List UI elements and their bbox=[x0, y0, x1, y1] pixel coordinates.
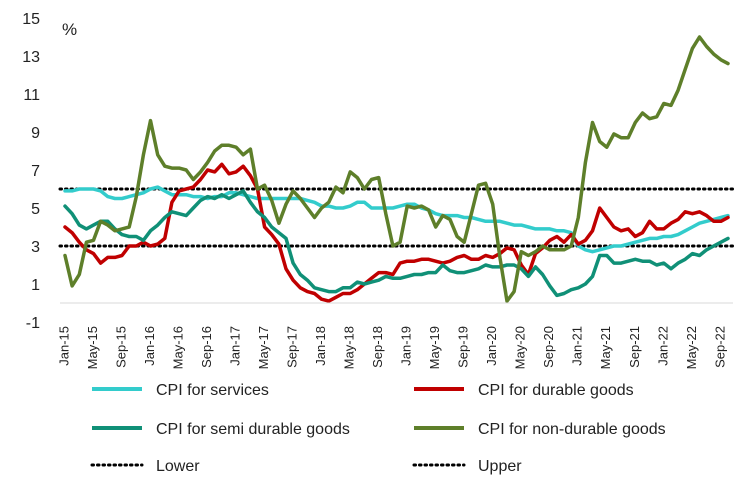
x-tick-label: Jan-18 bbox=[313, 326, 328, 366]
y-tick-label: 1 bbox=[31, 277, 40, 294]
legend-label: Upper bbox=[478, 458, 522, 475]
x-tick-label: May-16 bbox=[171, 326, 186, 369]
series-line-cpi-for-semi-durable-goods bbox=[63, 189, 730, 298]
y-tick-label: 3 bbox=[31, 239, 40, 256]
series-line-cpi-for-durable-goods bbox=[63, 162, 730, 303]
y-tick-label: 13 bbox=[22, 49, 40, 66]
legend-label: CPI for non-durable goods bbox=[478, 421, 666, 438]
series-lines bbox=[63, 35, 730, 303]
x-tick-label: Jan-22 bbox=[655, 326, 670, 366]
y-unit-label: % bbox=[62, 20, 77, 39]
series-line-cpi-for-non-durable-goods bbox=[63, 35, 730, 303]
x-axis-tick-labels: Jan-15 May-15 Sep-15 Jan-16 May-16 Sep-16 Jan-… bbox=[56, 326, 727, 369]
reference-lines bbox=[58, 187, 735, 248]
legend-item: Upper bbox=[412, 458, 522, 475]
x-tick-label: Jan-17 bbox=[228, 326, 243, 366]
y-tick-label: 11 bbox=[23, 87, 40, 104]
x-tick-label: Sep-21 bbox=[627, 326, 642, 368]
legend: CPI for services CPI for durable goods CPI… bbox=[90, 382, 666, 475]
legend-label: Lower bbox=[156, 458, 200, 475]
x-tick-label: Jan-19 bbox=[399, 326, 414, 366]
x-tick-label: May-20 bbox=[513, 326, 528, 369]
y-tick-label: 15 bbox=[22, 11, 40, 28]
x-tick-label: Sep-20 bbox=[541, 326, 556, 368]
x-tick-label: May-19 bbox=[427, 326, 442, 369]
legend-label: CPI for durable goods bbox=[478, 382, 634, 399]
y-tick-label: 5 bbox=[31, 201, 40, 218]
legend-label: CPI for semi durable goods bbox=[156, 421, 350, 438]
legend-label: CPI for services bbox=[156, 382, 269, 399]
x-tick-label: May-21 bbox=[598, 326, 613, 369]
x-tick-label: Sep-19 bbox=[456, 326, 471, 368]
x-tick-label: Sep-18 bbox=[370, 326, 385, 368]
x-tick-label: May-17 bbox=[256, 326, 271, 369]
legend-item: CPI for services bbox=[92, 382, 269, 399]
x-tick-label: May-18 bbox=[342, 326, 357, 369]
x-tick-label: Sep-22 bbox=[712, 326, 727, 368]
x-tick-label: May-22 bbox=[684, 326, 699, 369]
x-tick-label: Jan-21 bbox=[570, 326, 585, 366]
legend-item: CPI for semi durable goods bbox=[92, 421, 350, 438]
legend-item: CPI for non-durable goods bbox=[414, 421, 666, 438]
y-tick-label: 7 bbox=[31, 163, 40, 180]
x-tick-label: Sep-17 bbox=[285, 326, 300, 368]
x-tick-label: Sep-15 bbox=[113, 326, 128, 368]
x-tick-label: Sep-16 bbox=[199, 326, 214, 368]
y-tick-label: 9 bbox=[31, 125, 40, 142]
x-tick-label: May-15 bbox=[85, 326, 100, 369]
y-tick-label: -1 bbox=[26, 315, 40, 332]
x-tick-label: Jan-15 bbox=[56, 326, 71, 366]
x-tick-label: Jan-20 bbox=[484, 326, 499, 366]
x-tick-label: Jan-16 bbox=[142, 326, 157, 366]
legend-item: CPI for durable goods bbox=[414, 382, 634, 399]
legend-item: Lower bbox=[90, 458, 200, 475]
